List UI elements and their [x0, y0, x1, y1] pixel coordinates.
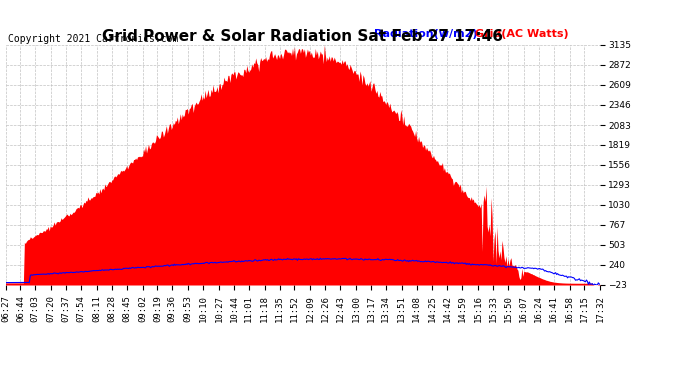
Title: Grid Power & Solar Radiation Sat Feb 27 17:46: Grid Power & Solar Radiation Sat Feb 27 …: [102, 29, 504, 44]
Text: Radiation(w/m2): Radiation(w/m2): [374, 29, 477, 39]
Text: Grid(AC Watts): Grid(AC Watts): [475, 29, 569, 39]
Text: Copyright 2021 Cartronics.com: Copyright 2021 Cartronics.com: [8, 34, 179, 44]
